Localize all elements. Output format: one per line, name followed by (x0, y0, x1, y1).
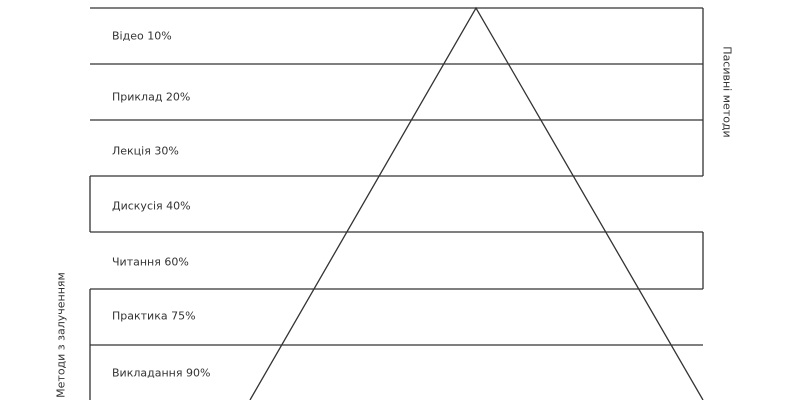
passive-methods-label: Пасивні методи (720, 46, 734, 138)
level-label-video: Відео 10% (112, 29, 172, 43)
level-label-reading: Читання 60% (112, 255, 189, 269)
level-label-example: Приклад 20% (112, 90, 191, 104)
level-label-lecture: Лекція 30% (112, 144, 179, 158)
pyramid-triangle (249, 6, 704, 400)
engagement-methods-label: Методи з залученням (54, 272, 68, 398)
level-label-teaching: Викладання 90% (112, 366, 211, 380)
level-label-discussion: Дискусія 40% (112, 199, 191, 213)
level-label-practice: Практика 75% (112, 309, 196, 323)
